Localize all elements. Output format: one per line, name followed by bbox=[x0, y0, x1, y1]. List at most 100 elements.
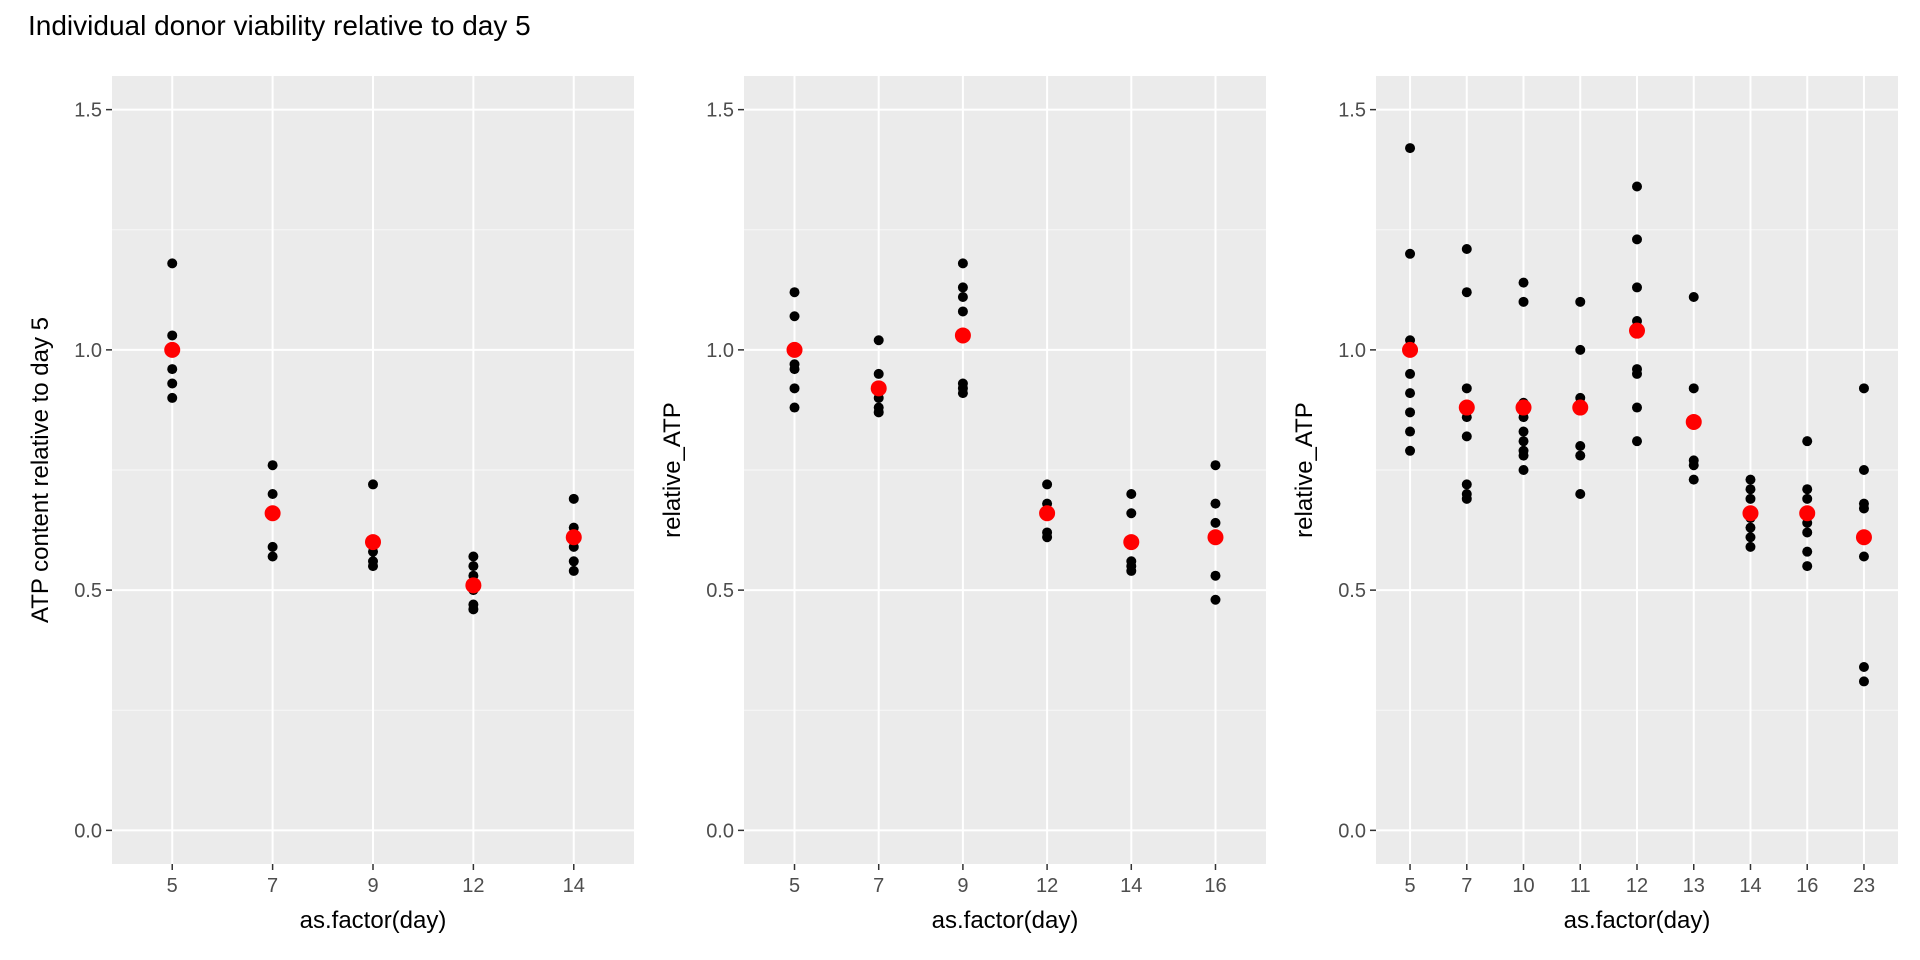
data-point bbox=[568, 556, 579, 567]
chart-panel-3: 0.0 0.5 1.0 1.5 5 7 10 11 12 13 14 16 23 as.factor(da… bbox=[1291, 76, 1898, 934]
data-point bbox=[1858, 662, 1869, 672]
data-point bbox=[568, 565, 579, 576]
mean-point bbox=[465, 577, 482, 594]
data-point bbox=[1518, 465, 1529, 475]
data-point bbox=[1858, 551, 1869, 562]
data-point bbox=[468, 604, 479, 615]
data-point bbox=[1405, 248, 1416, 259]
data-point bbox=[468, 551, 479, 562]
data-point bbox=[1405, 368, 1416, 379]
data-point bbox=[1858, 383, 1869, 394]
data-point bbox=[1802, 436, 1813, 447]
data-point bbox=[468, 561, 479, 572]
data-point bbox=[1405, 445, 1416, 456]
data-point bbox=[1688, 292, 1699, 303]
data-point bbox=[1461, 431, 1472, 442]
data-point bbox=[1745, 541, 1756, 552]
x-tick-label: 5 bbox=[1404, 875, 1415, 897]
data-point bbox=[1688, 460, 1699, 471]
data-point bbox=[1632, 234, 1642, 245]
data-point bbox=[957, 292, 968, 303]
data-point bbox=[1802, 546, 1813, 557]
data-point bbox=[1461, 287, 1472, 298]
y-axis-title: relative_ATP bbox=[659, 402, 686, 538]
x-tick-label: 16 bbox=[1796, 875, 1818, 897]
x-tick-label: 14 bbox=[1739, 875, 1761, 897]
data-point bbox=[368, 561, 378, 572]
y-tick-label: 1.5 bbox=[706, 100, 734, 122]
y-tick-label: 1.0 bbox=[706, 340, 734, 362]
data-point bbox=[1518, 296, 1529, 307]
data-point bbox=[1461, 493, 1472, 504]
mean-point bbox=[1123, 534, 1140, 551]
data-point bbox=[267, 551, 278, 562]
data-point bbox=[1461, 479, 1472, 490]
y-tick-label: 0.5 bbox=[706, 580, 734, 602]
data-point bbox=[1632, 436, 1642, 447]
mean-point bbox=[1402, 341, 1419, 358]
data-point bbox=[1575, 489, 1586, 500]
data-point bbox=[873, 368, 884, 379]
data-point bbox=[1802, 561, 1813, 572]
data-point bbox=[1575, 450, 1586, 461]
data-point bbox=[1745, 493, 1756, 504]
data-point bbox=[1405, 407, 1416, 418]
data-point bbox=[1518, 426, 1529, 437]
data-point bbox=[167, 378, 178, 389]
data-point bbox=[1518, 436, 1529, 447]
x-tick-label: 13 bbox=[1683, 875, 1705, 897]
data-point bbox=[1210, 517, 1221, 528]
mean-point bbox=[264, 505, 281, 522]
data-point bbox=[1405, 143, 1416, 154]
x-tick-label: 9 bbox=[367, 875, 378, 897]
y-tick-label: 0.5 bbox=[1338, 580, 1366, 602]
y-axis-title: relative_ATP bbox=[1291, 402, 1318, 538]
y-tick-label: 1.0 bbox=[1338, 340, 1366, 362]
data-point bbox=[1210, 498, 1221, 509]
mean-point bbox=[954, 327, 971, 344]
mean-point bbox=[1039, 505, 1056, 522]
data-point bbox=[1210, 570, 1221, 581]
mean-point bbox=[1629, 322, 1645, 339]
x-tick-label: 14 bbox=[563, 875, 585, 897]
mean-point bbox=[1742, 505, 1759, 522]
data-point bbox=[1518, 450, 1529, 461]
data-point bbox=[1745, 522, 1756, 533]
data-point bbox=[1518, 277, 1529, 288]
x-tick-label: 7 bbox=[873, 875, 884, 897]
data-point bbox=[1745, 484, 1756, 495]
x-tick-label: 5 bbox=[789, 875, 800, 897]
x-tick-label: 9 bbox=[957, 875, 968, 897]
data-point bbox=[789, 287, 800, 298]
data-point bbox=[1405, 426, 1416, 437]
x-tick-label: 23 bbox=[1853, 875, 1875, 897]
y-tick-label: 0.0 bbox=[74, 820, 102, 842]
data-point bbox=[1126, 565, 1137, 576]
data-point bbox=[1802, 527, 1813, 538]
x-axis-title: as.factor(day) bbox=[932, 907, 1079, 934]
data-point bbox=[873, 335, 884, 346]
data-point bbox=[167, 392, 178, 403]
data-point bbox=[1632, 402, 1642, 413]
data-point bbox=[1042, 479, 1053, 490]
mean-point bbox=[164, 341, 181, 358]
data-point bbox=[1688, 474, 1699, 485]
mean-point bbox=[1572, 399, 1589, 416]
data-point bbox=[1461, 383, 1472, 394]
mean-point bbox=[365, 534, 381, 551]
mean-point bbox=[786, 341, 803, 358]
mean-point bbox=[1855, 529, 1872, 546]
data-point bbox=[1632, 282, 1642, 293]
x-tick-label: 5 bbox=[167, 875, 178, 897]
y-tick-label: 0.0 bbox=[706, 820, 734, 842]
x-tick-label: 10 bbox=[1512, 875, 1534, 897]
data-point bbox=[267, 541, 278, 552]
mean-point bbox=[1799, 505, 1816, 522]
x-axis-title: as.factor(day) bbox=[300, 907, 447, 934]
x-tick-label: 11 bbox=[1570, 875, 1591, 897]
data-point bbox=[1858, 503, 1869, 514]
data-point bbox=[368, 479, 378, 490]
data-point bbox=[957, 388, 968, 399]
data-point bbox=[1461, 243, 1472, 254]
